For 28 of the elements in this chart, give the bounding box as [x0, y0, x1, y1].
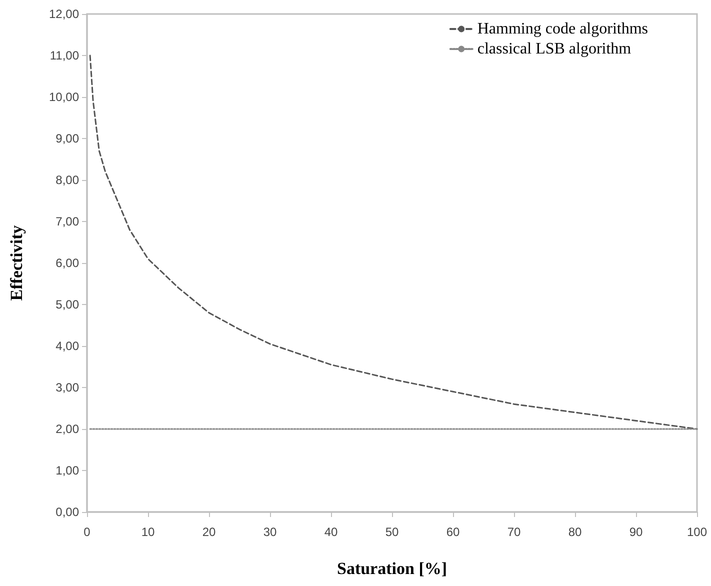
y-tick-label: 8,00: [56, 173, 80, 187]
y-tick-label: 9,00: [56, 132, 80, 146]
x-tick-label: 60: [446, 525, 460, 539]
x-tick-label: 10: [141, 525, 155, 539]
y-tick-label: 1,00: [56, 464, 80, 478]
y-tick-label: 6,00: [56, 256, 80, 270]
x-tick-label: 30: [263, 525, 277, 539]
y-tick-label: 7,00: [56, 214, 80, 228]
y-tick-label: 4,00: [56, 339, 80, 353]
x-tick-label: 90: [629, 525, 643, 539]
y-tick-label: 11,00: [50, 48, 80, 62]
y-tick-label: 0,00: [56, 505, 80, 519]
x-axis-title: Saturation [%]: [336, 559, 448, 578]
x-tick-label: 70: [507, 525, 521, 539]
x-tick-label: 0: [84, 525, 91, 539]
x-tick-label: 50: [385, 525, 399, 539]
y-tick-label: 3,00: [56, 380, 80, 394]
x-tick-label: 20: [202, 525, 216, 539]
legend-label: classical LSB algorithm: [477, 40, 632, 58]
x-tick-label: 100: [686, 525, 708, 539]
x-tick-label: 40: [324, 525, 338, 539]
y-tick-label: 2,00: [56, 422, 80, 436]
y-axis-title: Effectivity: [7, 224, 26, 301]
x-tick-label: 80: [568, 525, 582, 539]
y-tick-label: 12,00: [48, 7, 80, 21]
legend-label: Hamming code algorithms: [477, 20, 648, 38]
y-tick-label: 10,00: [48, 90, 80, 104]
y-tick-label: 5,00: [56, 298, 80, 312]
